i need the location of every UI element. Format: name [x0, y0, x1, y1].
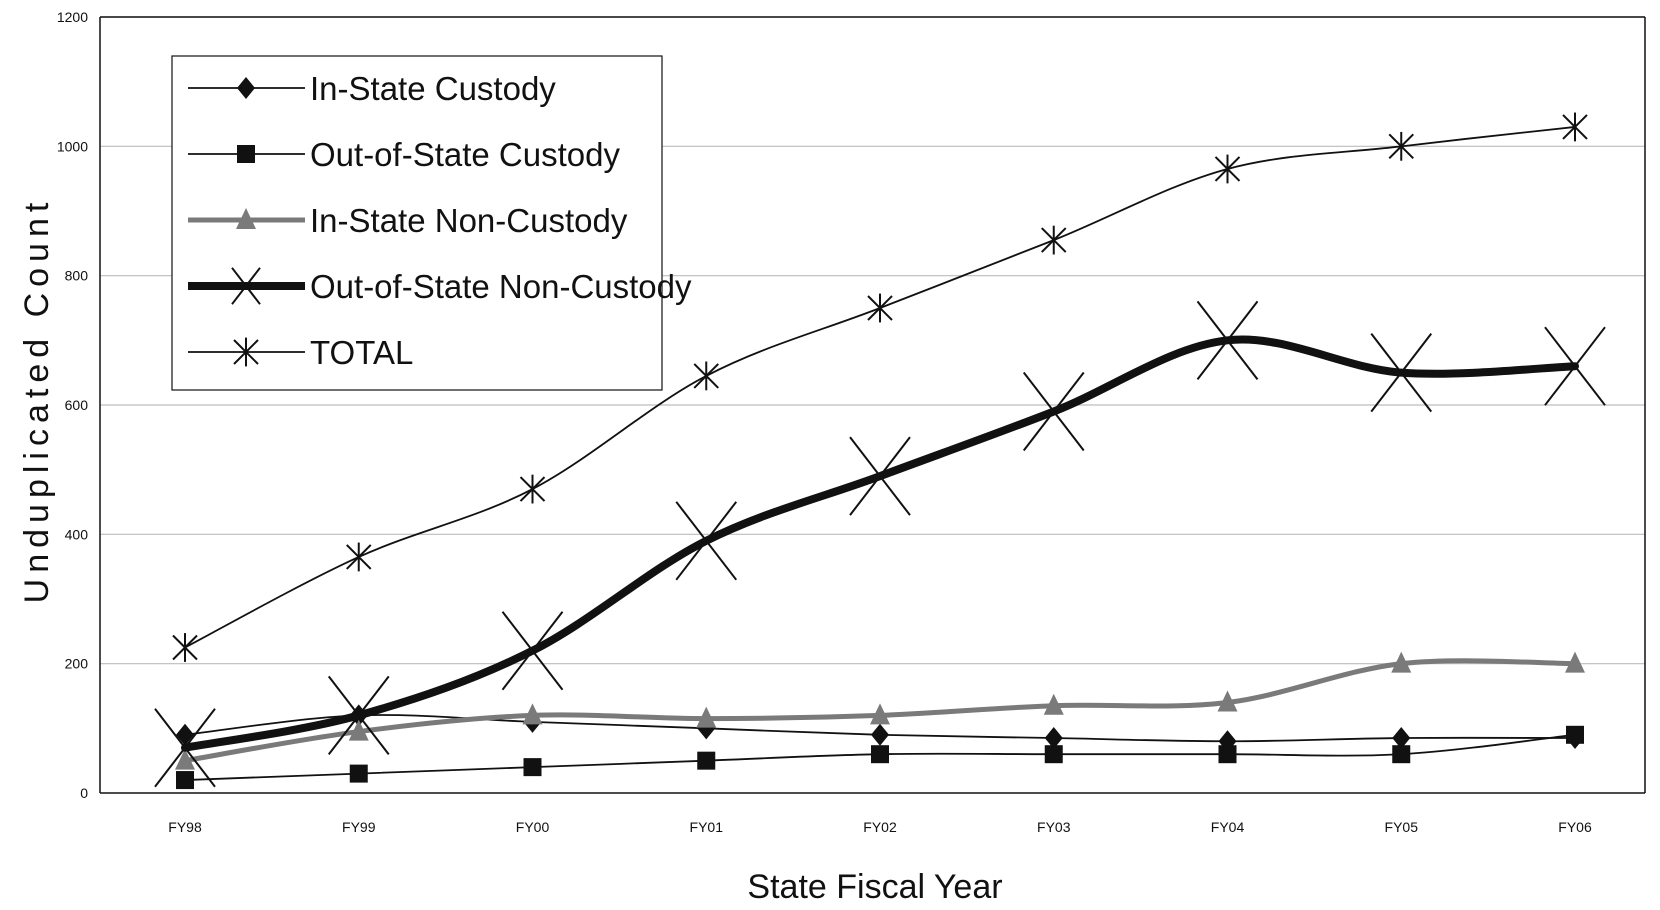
legend-box: [171, 55, 663, 391]
square-marker: [871, 745, 889, 764]
x-tick-label: FY03: [1037, 819, 1071, 835]
y-tick-label: 600: [65, 397, 89, 413]
y-axis-title: Unduplicated Count: [18, 197, 56, 604]
x-tick-label: FY05: [1385, 819, 1419, 835]
asterisk-marker: [693, 361, 719, 391]
x-axis-title: State Fiscal Year: [747, 868, 1002, 906]
square-marker: [1392, 745, 1411, 764]
x-marker: [231, 267, 261, 305]
triangle-marker: [696, 706, 717, 728]
square-marker: [1218, 745, 1237, 764]
asterisk-marker: [1041, 225, 1067, 255]
y-tick-label: 1200: [57, 9, 88, 25]
square-marker: [1566, 725, 1584, 744]
x-tick-label: FY99: [342, 819, 376, 835]
legend-label: In-State Non-Custody: [310, 202, 628, 239]
y-tick-label: 200: [65, 656, 89, 672]
legend-label: Out-of-State Non-Custody: [310, 268, 692, 305]
x-marker: [1370, 333, 1433, 413]
diamond-marker: [176, 723, 194, 746]
x-marker: [154, 708, 216, 788]
x-tick-label: FY04: [1211, 819, 1245, 835]
x-marker: [327, 675, 390, 756]
y-tick-label: 1000: [57, 138, 88, 154]
triangle-marker: [870, 703, 890, 725]
diamond-marker: [1392, 727, 1411, 750]
asterisk-marker: [867, 293, 893, 323]
legend-label: TOTAL: [310, 334, 413, 371]
asterisk-marker: [1562, 112, 1588, 142]
diamond-marker: [237, 77, 255, 99]
asterisk-marker: [519, 474, 546, 504]
x-tick-label: FY06: [1558, 819, 1592, 835]
legend-label: Out-of-State Custody: [310, 136, 620, 173]
x-marker: [1022, 371, 1085, 452]
triangle-marker: [1391, 651, 1412, 673]
y-tick-labels: 0 200 400 600 800 1000 1200: [57, 9, 88, 801]
x-tick-label: FY02: [863, 819, 897, 835]
x-marker: [849, 436, 911, 516]
legend: In-State Custody Out-of-State Custody In-S…: [171, 55, 692, 391]
x-marker: [1196, 300, 1259, 380]
x-tick-labels: FY98 FY99 FY00 FY01 FY02 FY03 FY04 FY05 FY06: [168, 819, 1592, 835]
triangle-marker: [1565, 651, 1585, 673]
x-tick-label: FY00: [516, 819, 550, 835]
asterisk-marker: [346, 542, 372, 572]
square-marker: [523, 758, 542, 777]
axes: [99, 16, 1646, 794]
y-tick-label: 800: [65, 268, 89, 284]
asterisk-marker: [233, 337, 259, 367]
x-tick-label: FY01: [690, 819, 724, 835]
asterisk-marker: [1388, 131, 1414, 161]
series-lines: [154, 112, 1606, 790]
x-marker: [675, 501, 738, 581]
square-marker: [697, 751, 716, 770]
square-marker: [237, 145, 255, 163]
triangle-marker: [522, 703, 543, 725]
triangle-marker: [348, 719, 369, 741]
triangle-marker: [236, 208, 256, 229]
y-tick-label: 0: [80, 785, 88, 801]
square-marker: [349, 764, 368, 783]
diamond-marker: [871, 723, 889, 746]
diamond-marker: [1044, 727, 1063, 750]
y-tick-label: 400: [65, 526, 89, 542]
triangle-marker: [175, 748, 195, 770]
triangle-marker: [1043, 693, 1064, 715]
square-marker: [176, 771, 194, 790]
legend-label: In-State Custody: [310, 70, 556, 107]
x-tick-label: FY98: [168, 819, 202, 835]
asterisk-marker: [172, 633, 198, 662]
asterisk-marker: [1214, 154, 1241, 184]
x-marker: [1544, 326, 1606, 406]
x-marker: [501, 611, 564, 691]
triangle-marker: [1217, 690, 1238, 712]
square-marker: [1044, 745, 1063, 764]
